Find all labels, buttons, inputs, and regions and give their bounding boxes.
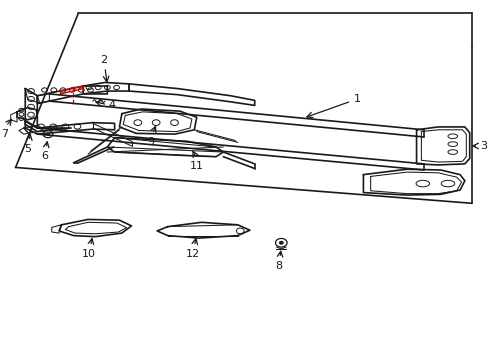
Circle shape <box>279 241 283 244</box>
Text: 9: 9 <box>147 137 154 147</box>
Text: 6: 6 <box>41 151 48 161</box>
Text: 12: 12 <box>185 249 200 259</box>
Text: 10: 10 <box>82 249 96 259</box>
Text: 1: 1 <box>353 94 360 104</box>
Text: 11: 11 <box>189 161 203 171</box>
Text: 7: 7 <box>1 129 8 139</box>
Text: 5: 5 <box>24 144 31 154</box>
Text: 8: 8 <box>274 261 282 271</box>
Text: 3: 3 <box>479 141 486 151</box>
Text: 4: 4 <box>109 100 116 111</box>
Text: 2: 2 <box>100 54 107 64</box>
Circle shape <box>46 133 49 135</box>
